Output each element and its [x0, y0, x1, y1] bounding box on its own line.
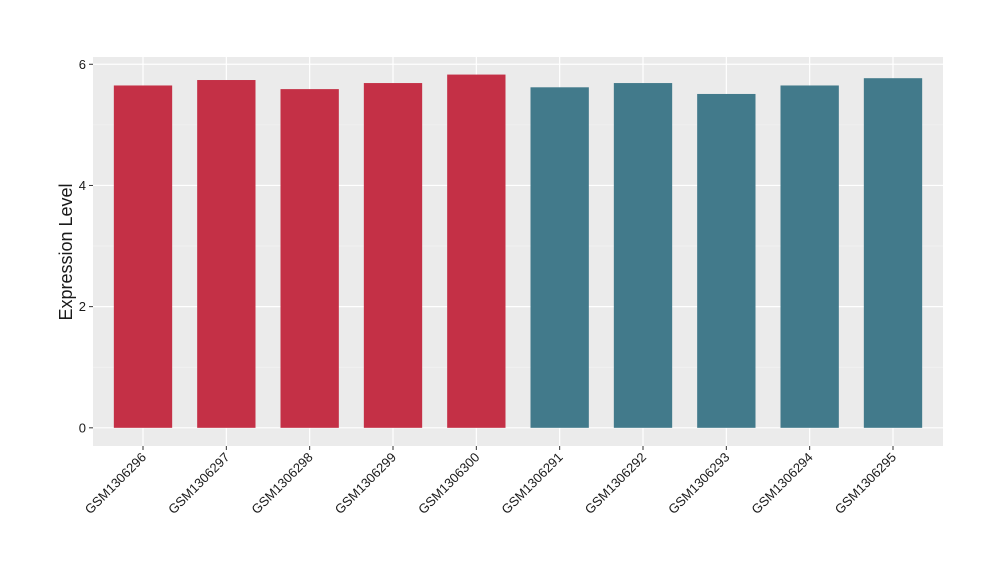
- y-tick-label: 2: [79, 299, 86, 314]
- x-tick-label: GSM1306296: [82, 450, 149, 517]
- bar: [113, 85, 173, 428]
- bar: [280, 89, 339, 428]
- x-tick-label: GSM1306291: [498, 450, 565, 517]
- bar: [447, 74, 506, 428]
- x-tick-label: GSM1306294: [748, 450, 815, 517]
- y-axis-title: Expression Level: [56, 183, 76, 320]
- x-tick-label: GSM1306295: [832, 450, 899, 517]
- x-tick-label: GSM1306292: [582, 450, 649, 517]
- bar: [863, 78, 923, 428]
- x-tick-label: GSM1306298: [248, 450, 315, 517]
- bar: [530, 87, 589, 428]
- bar: [780, 85, 839, 428]
- y-tick-label: 6: [79, 57, 86, 72]
- x-tick-label: GSM1306293: [665, 450, 732, 517]
- x-tick-label: GSM1306300: [415, 450, 482, 517]
- x-tick-label: GSM1306297: [165, 450, 232, 517]
- y-tick-label: 4: [79, 178, 86, 193]
- bar: [197, 80, 256, 428]
- x-tick-label: GSM1306299: [332, 450, 399, 517]
- bar: [613, 83, 673, 428]
- y-tick-label: 0: [79, 420, 86, 435]
- bar: [363, 83, 423, 428]
- bar: [697, 93, 756, 428]
